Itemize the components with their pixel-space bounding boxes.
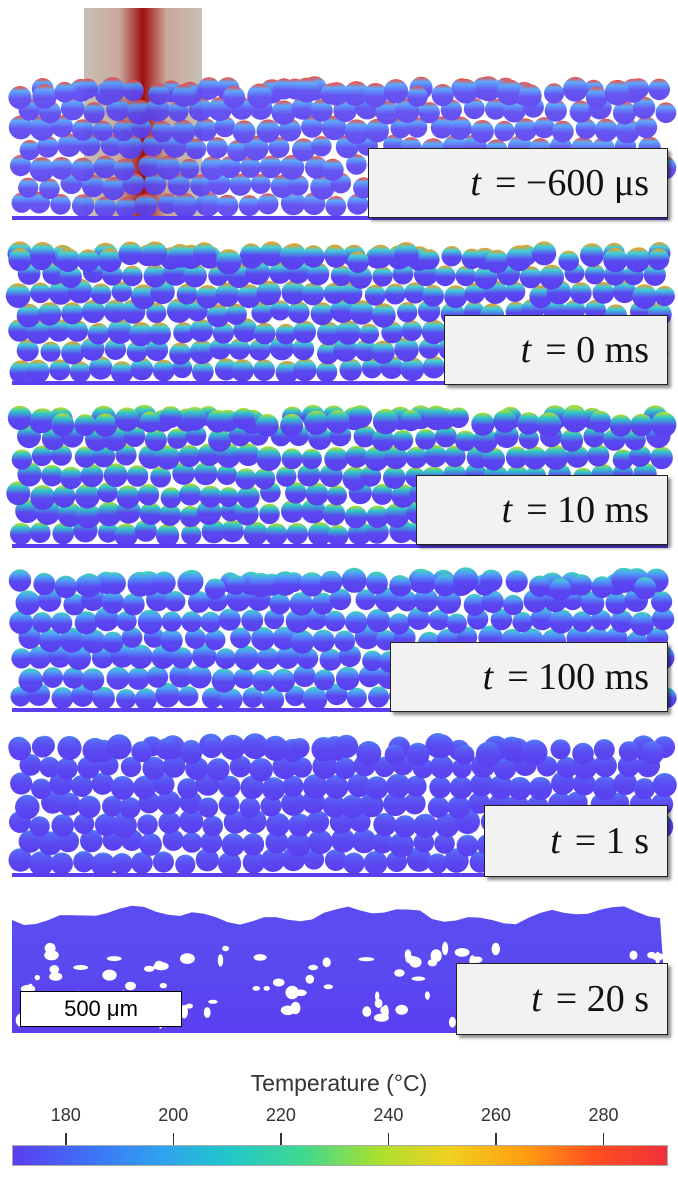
time-value: = −600 μs [494, 162, 649, 204]
colorbar-tick-mark [602, 1133, 605, 1147]
substrate [12, 381, 668, 385]
scale-bar: 500 μm [20, 991, 182, 1027]
time-label: t = 1 s [484, 805, 668, 877]
colorbar-tick-mark [65, 1133, 67, 1147]
colorbar-tick-label: 220 [265, 1105, 296, 1125]
colorbar [12, 1145, 668, 1166]
time-value: = 0 ms [545, 329, 649, 371]
time-symbol: t [470, 162, 481, 204]
colorbar-tick-mark [172, 1133, 175, 1147]
time-value: = 10 ms [526, 489, 649, 531]
colorbar-tick-mark [387, 1133, 390, 1147]
colorbar-tick-label: 200 [158, 1105, 189, 1125]
particle-bed-panel [6, 404, 677, 548]
time-symbol: t [550, 820, 561, 862]
time-label: t = 10 ms [416, 475, 668, 545]
time-label: t = 20 s [456, 963, 668, 1035]
colorbar-tick-mark [280, 1133, 282, 1147]
colorbar-tick-label: 280 [588, 1105, 619, 1125]
time-label: t = −600 μs [368, 148, 668, 218]
colorbar-tick-label: 260 [480, 1105, 511, 1125]
substrate [12, 873, 668, 877]
time-symbol: t [501, 489, 513, 531]
colorbar-tick-label: 180 [50, 1105, 81, 1125]
scale-bar-label: 500 μm [64, 996, 138, 1021]
time-symbol: t [482, 656, 494, 698]
time-label: t = 0 ms [444, 315, 668, 385]
particle-bed [6, 404, 677, 548]
time-value: = 100 ms [507, 656, 649, 698]
colorbar-tick-mark [495, 1133, 497, 1147]
substrate [12, 708, 668, 712]
particle-bed [8, 733, 677, 877]
substrate [12, 1029, 668, 1033]
particle-bed-panel [8, 733, 677, 877]
time-value: = 20 s [555, 978, 649, 1020]
colorbar-tick-label: 240 [373, 1105, 404, 1125]
time-label: t = 100 ms [390, 642, 668, 712]
time-symbol: t [520, 329, 532, 371]
time-value: = 1 s [574, 820, 649, 862]
substrate [12, 544, 668, 548]
substrate [12, 216, 668, 220]
colorbar-title: Temperature (°C) [250, 1070, 428, 1096]
time-symbol: t [531, 978, 542, 1020]
powder-particles [8, 733, 677, 877]
